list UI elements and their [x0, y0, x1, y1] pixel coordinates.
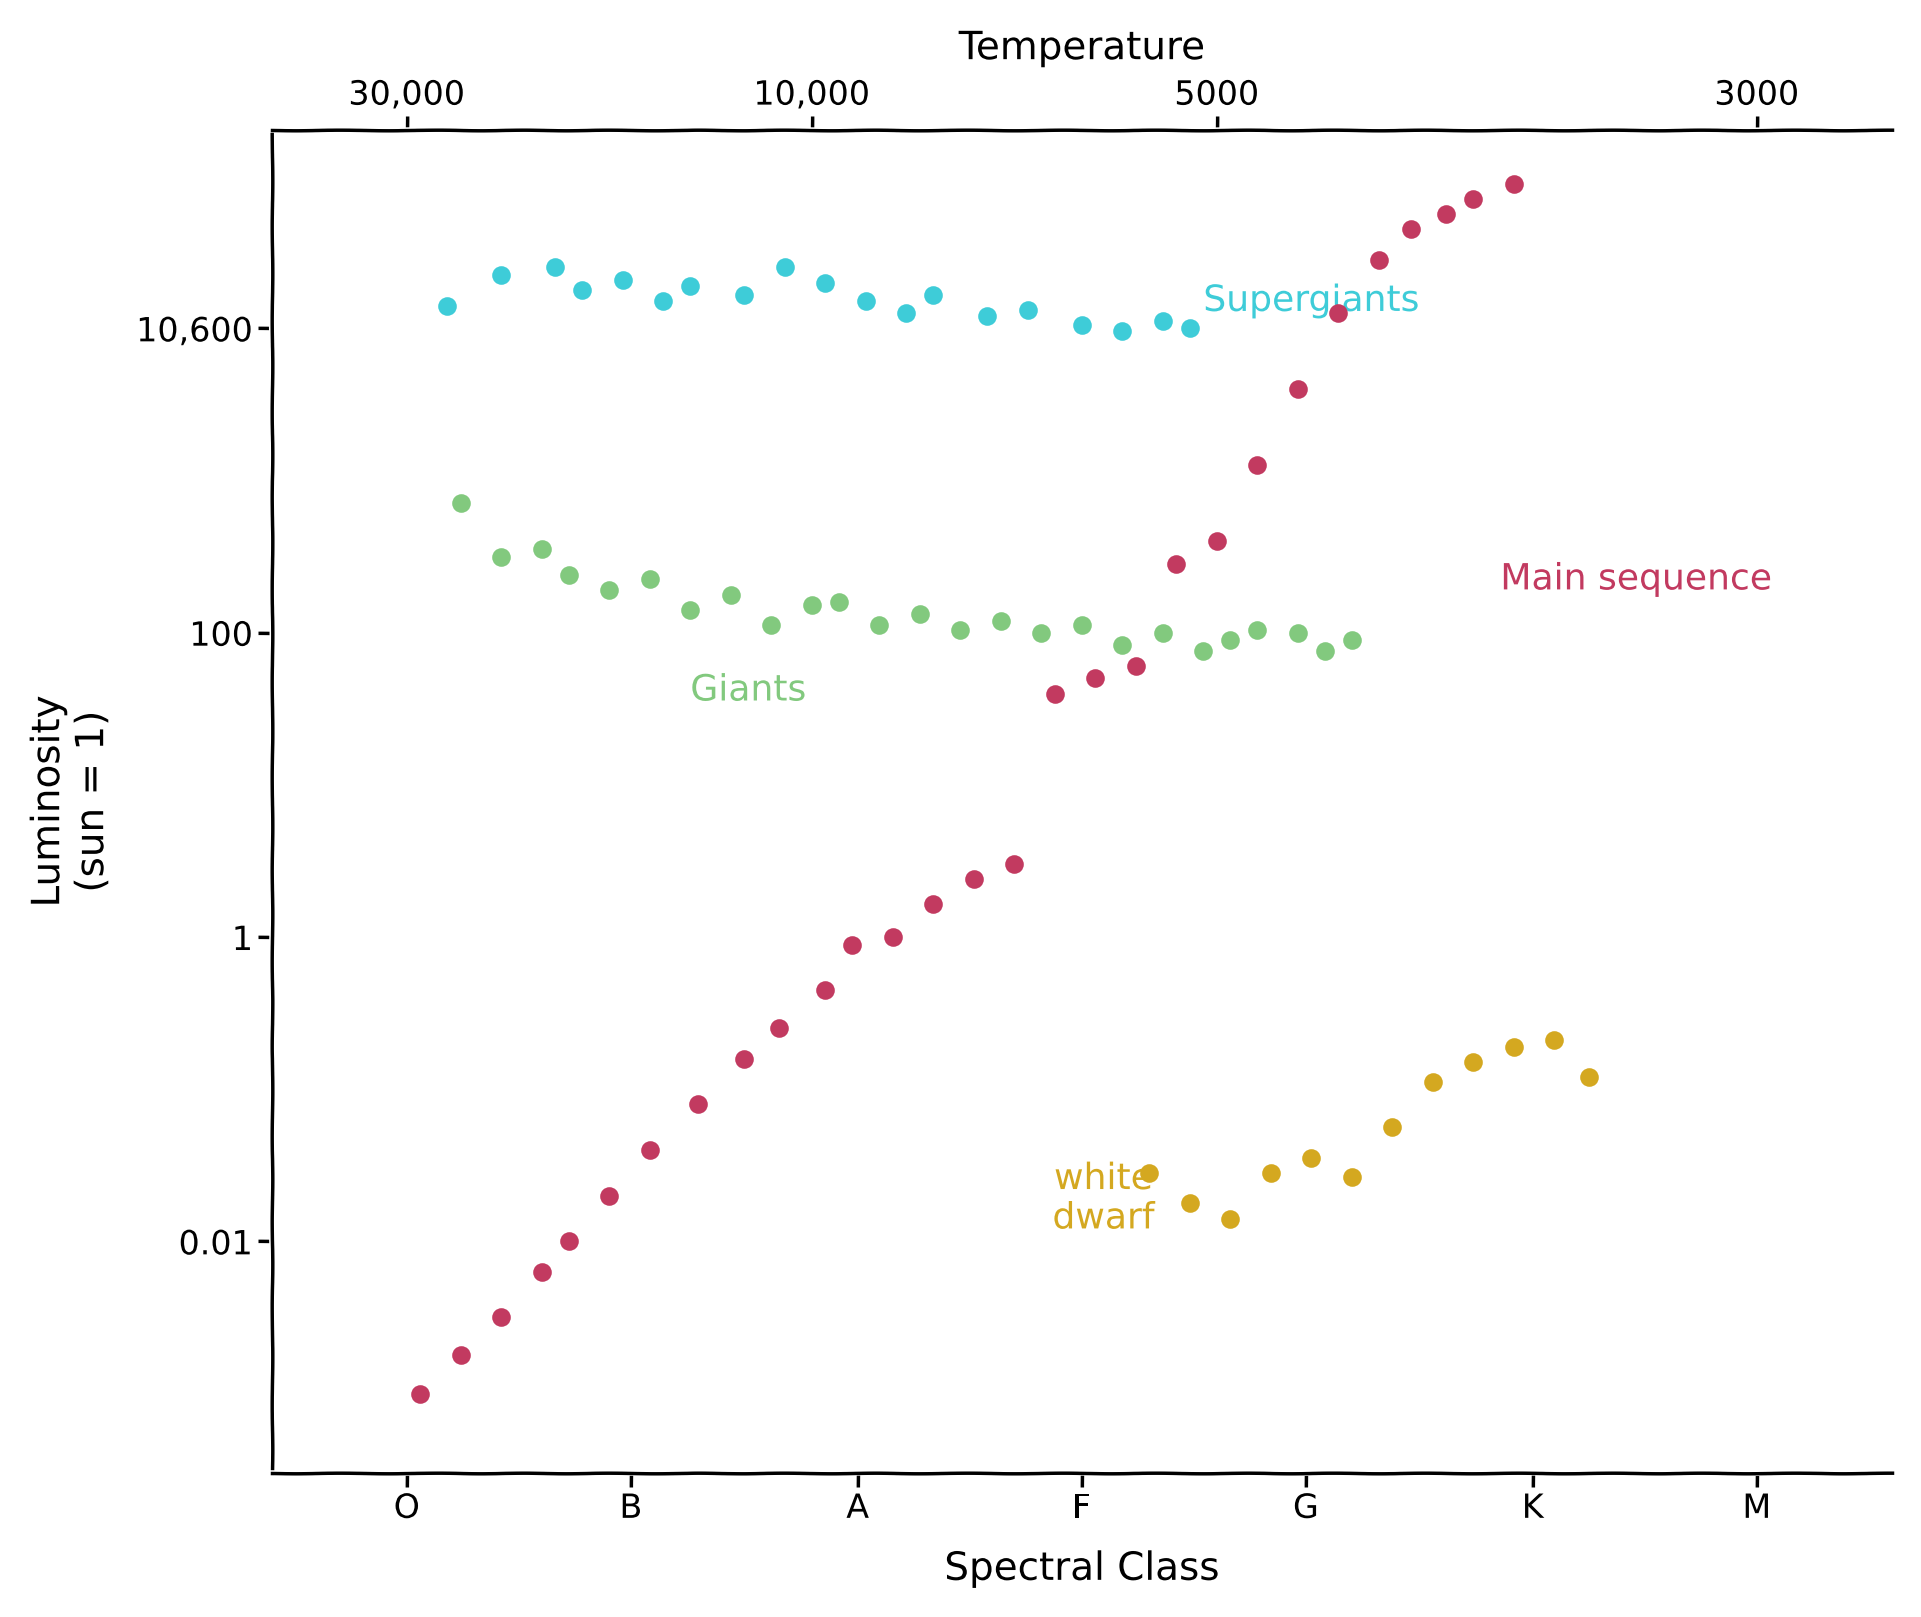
Point [1458, 1049, 1489, 1075]
Point [770, 254, 801, 280]
Point [765, 1015, 795, 1041]
Point [1498, 171, 1529, 197]
Point [1214, 1206, 1245, 1232]
Point [1243, 453, 1274, 479]
Point [526, 1260, 557, 1286]
Point [757, 613, 788, 639]
Point [647, 288, 678, 314]
Point [1160, 551, 1191, 577]
Point [864, 613, 895, 639]
Point [1431, 201, 1462, 226]
Point [1133, 1159, 1164, 1185]
Point [1539, 1027, 1569, 1053]
Point [1337, 1164, 1368, 1190]
Point [486, 262, 517, 288]
Point [432, 293, 463, 319]
Text: white
dwarf: white dwarf [1053, 1163, 1155, 1235]
Point [1106, 319, 1137, 344]
Point [1283, 619, 1314, 645]
Point [1458, 186, 1489, 212]
Point [878, 923, 909, 949]
Point [838, 931, 868, 957]
Point [1418, 1069, 1448, 1095]
Point [1498, 1033, 1529, 1059]
Point [1324, 301, 1354, 327]
Point [674, 597, 705, 623]
Point [1147, 307, 1178, 333]
Text: Giants: Giants [690, 674, 807, 708]
Point [486, 1305, 517, 1331]
Text: Main sequence: Main sequence [1500, 563, 1771, 597]
Point [1297, 1145, 1327, 1171]
Point [540, 254, 571, 280]
Point [1364, 247, 1395, 273]
Point [1201, 529, 1231, 555]
Point [891, 301, 922, 327]
Point [405, 1381, 436, 1407]
Point [634, 566, 665, 592]
Point [945, 616, 976, 642]
Point [1080, 665, 1110, 690]
Point [905, 602, 936, 627]
Point [1256, 1159, 1287, 1185]
Point [1039, 681, 1070, 707]
Point [1120, 653, 1151, 679]
Point [797, 592, 828, 618]
Point [674, 273, 705, 299]
Point [567, 278, 597, 304]
Point [553, 1229, 584, 1255]
Point [1377, 1114, 1408, 1140]
Text: Supergiants: Supergiants [1203, 285, 1420, 319]
Point [1397, 217, 1427, 243]
Point [918, 281, 949, 307]
Point [1012, 298, 1043, 323]
Point [811, 977, 841, 1003]
Point [486, 543, 517, 569]
Point [728, 281, 759, 307]
Point [553, 563, 584, 589]
Point [634, 1137, 665, 1163]
Point [1174, 315, 1204, 341]
Point [1283, 377, 1314, 403]
Point [1573, 1064, 1604, 1090]
X-axis label: Temperature: Temperature [959, 29, 1204, 68]
Point [728, 1046, 759, 1072]
Point [446, 1342, 476, 1368]
Point [824, 589, 855, 614]
Point [999, 851, 1030, 876]
Y-axis label: Luminosity
(sun = 1): Luminosity (sun = 1) [29, 695, 111, 907]
Point [985, 608, 1016, 634]
Point [526, 537, 557, 563]
Point [1187, 639, 1218, 665]
Point [851, 288, 882, 314]
X-axis label: Spectral Class: Spectral Class [945, 1549, 1220, 1588]
Point [446, 490, 476, 516]
Point [1026, 619, 1057, 645]
Point [594, 577, 624, 603]
Point [684, 1091, 715, 1117]
Point [1337, 627, 1368, 653]
Point [972, 304, 1003, 330]
Point [1310, 639, 1341, 665]
Point [1174, 1190, 1204, 1216]
Point [1066, 312, 1097, 338]
Point [715, 582, 745, 608]
Point [1214, 627, 1245, 653]
Point [918, 891, 949, 917]
Point [1147, 619, 1178, 645]
Point [1066, 613, 1097, 639]
Point [607, 267, 638, 293]
Point [594, 1182, 624, 1208]
Point [811, 270, 841, 296]
Point [959, 867, 989, 893]
Point [1243, 616, 1274, 642]
Point [1106, 632, 1137, 658]
